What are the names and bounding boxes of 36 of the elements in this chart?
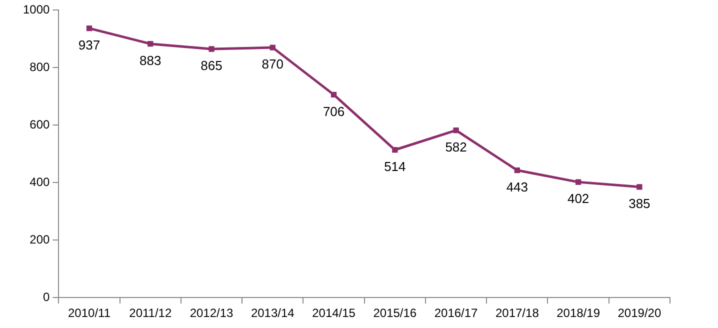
data-label: 385 — [628, 196, 650, 212]
x-tick-label: 2019/20 — [618, 306, 662, 320]
x-tick-label: 2018/19 — [556, 306, 600, 320]
x-tick-label: 2015/16 — [373, 306, 417, 320]
data-label: 937 — [78, 37, 100, 52]
point — [270, 44, 276, 50]
y-tick-label: 0 — [43, 290, 50, 304]
x-tick-label: 2017/18 — [495, 306, 540, 320]
point — [514, 167, 520, 174]
data-label: 865 — [200, 58, 222, 74]
point — [575, 179, 582, 185]
point — [208, 46, 214, 52]
data-label: 443 — [506, 179, 528, 194]
data-label: 582 — [445, 139, 467, 154]
y-tick-label: 200 — [30, 232, 50, 246]
data-label: 883 — [140, 52, 162, 68]
x-tick-label: 2016/17 — [434, 306, 478, 320]
point — [392, 147, 398, 153]
data-label: 514 — [384, 158, 406, 174]
x-tick-label: 2010/11 — [68, 306, 111, 320]
point — [86, 25, 92, 32]
point — [453, 128, 459, 134]
y-tick-label: 800 — [30, 60, 50, 74]
data-label: 870 — [262, 56, 284, 72]
y-tick-label: 1000 — [22, 2, 50, 17]
y-tick-label: 600 — [30, 117, 50, 132]
x-tick-label: 2013/14 — [250, 306, 295, 320]
data-label: 706 — [322, 104, 345, 119]
data-label: 402 — [567, 191, 590, 206]
x-tick-label: 2011/12 — [129, 306, 172, 320]
y-tick-label: 400 — [30, 174, 50, 189]
x-tick-label: 2012/13 — [190, 306, 234, 320]
point — [148, 41, 154, 47]
x-tick-label: 2014/15 — [312, 306, 356, 320]
point — [636, 184, 642, 190]
point — [330, 92, 337, 98]
